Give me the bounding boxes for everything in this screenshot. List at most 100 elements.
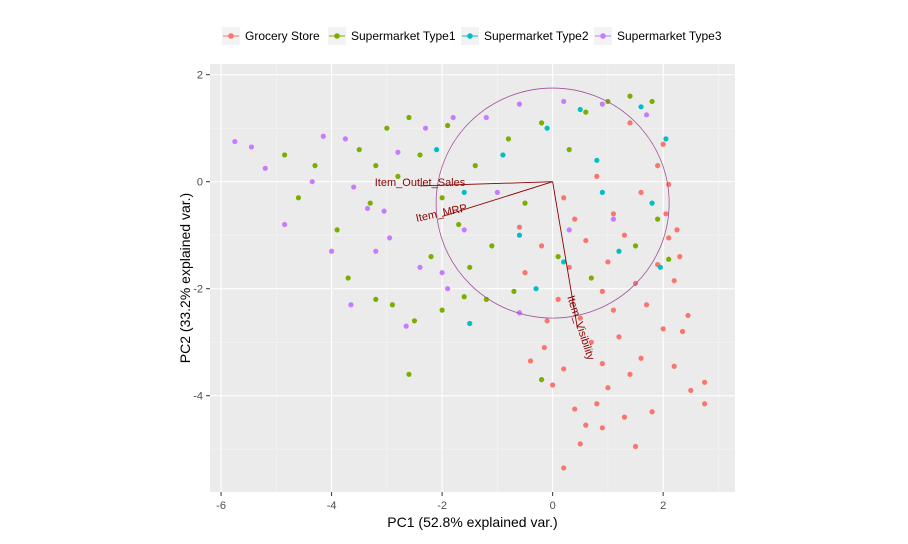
scatter-point <box>599 189 605 195</box>
scatter-point <box>232 138 238 145</box>
scatter-point <box>403 323 409 329</box>
scatter-point <box>295 195 302 201</box>
scatter-point <box>348 302 354 308</box>
scatter-point <box>610 211 617 217</box>
scatter-point <box>627 93 633 99</box>
scatter-point <box>572 406 578 412</box>
legend-key-point <box>467 33 473 39</box>
scatter-point <box>312 163 318 169</box>
scatter-point <box>406 371 412 377</box>
scatter-point <box>373 296 379 302</box>
legend-key-point <box>334 33 340 39</box>
scatter-point <box>638 355 644 361</box>
scatter-point <box>433 147 440 153</box>
scatter-point <box>566 264 572 270</box>
scatter-point <box>566 227 572 233</box>
scatter-point <box>262 165 268 171</box>
x-tick-label: -4 <box>327 500 337 512</box>
scatter-point <box>649 98 655 105</box>
scatter-point <box>610 307 617 313</box>
scatter-point <box>550 382 556 388</box>
scatter-point <box>282 221 288 228</box>
scatter-point <box>417 152 423 158</box>
scatter-point <box>516 232 523 238</box>
scatter-point <box>461 294 467 300</box>
scatter-point <box>638 104 644 110</box>
scatter-point <box>616 334 622 340</box>
scatter-point <box>555 296 561 302</box>
scatter-point <box>439 307 445 313</box>
scatter-point <box>599 361 605 367</box>
scatter-point <box>657 264 663 270</box>
scatter-point <box>544 125 550 131</box>
scatter-point <box>588 339 594 345</box>
scatter-point <box>561 465 567 471</box>
scatter-point <box>282 152 288 158</box>
scatter-point <box>555 254 561 260</box>
major-gridlines <box>210 64 735 492</box>
scatter-point <box>663 136 669 142</box>
scatter-point <box>666 181 672 187</box>
legend-label: Grocery Store <box>245 29 320 43</box>
scatter-point <box>489 243 495 249</box>
scatter-point <box>373 248 379 254</box>
scatter-point <box>632 443 639 450</box>
scatter-point <box>456 221 462 228</box>
scatter-point <box>599 425 605 431</box>
series-supermarket-type2 <box>433 104 669 327</box>
legend: Grocery Store Supermarket Type1 Supermarke… <box>222 27 722 45</box>
scatter-point <box>422 125 429 131</box>
x-tick-label: -6 <box>216 500 226 512</box>
loading-arrow <box>441 181 553 217</box>
scatter-point <box>702 401 708 407</box>
scatter-point <box>467 264 473 270</box>
scatter-point <box>445 122 451 129</box>
scatter-point <box>679 328 686 335</box>
scatter-point <box>599 101 605 107</box>
scatter-point <box>588 275 594 281</box>
scatter-point <box>373 163 379 169</box>
x-tick-label: -2 <box>437 500 447 512</box>
scatter-point <box>467 320 473 327</box>
scatter-point <box>632 243 639 249</box>
scatter-point <box>643 112 650 118</box>
scatter-point <box>577 441 583 447</box>
scatter-point <box>538 377 545 383</box>
minor-gridlines <box>210 64 735 492</box>
scatter-point <box>522 270 528 276</box>
scatter-point <box>621 414 628 420</box>
scatter-point <box>577 106 583 113</box>
scatter-point <box>649 200 655 206</box>
scatter-point <box>677 254 683 260</box>
scatter-point <box>627 371 633 377</box>
scatter-point <box>309 179 315 185</box>
legend-key-point <box>228 33 234 39</box>
scatter-point <box>616 248 622 254</box>
scatter-point <box>671 363 677 369</box>
y-tick-label: -2 <box>193 284 203 296</box>
scatter-point <box>248 144 255 150</box>
scatter-point <box>516 224 523 230</box>
scatter-point <box>643 302 650 308</box>
scatter-point <box>500 152 506 158</box>
legend-label: Supermarket Type2 <box>484 29 589 43</box>
scatter-point <box>660 141 666 147</box>
y-tick-label: 0 <box>197 177 203 189</box>
scatter-point <box>688 387 694 393</box>
legend-item: Grocery Store <box>222 27 320 45</box>
scatter-point <box>328 248 335 254</box>
legend-label: Supermarket Type1 <box>351 29 456 43</box>
scatter-point <box>655 163 661 169</box>
legend-label: Supermarket Type3 <box>617 29 722 43</box>
scatter-point <box>671 278 677 284</box>
scatter-point <box>461 227 467 233</box>
scatter-point <box>356 147 362 153</box>
scatter-point <box>342 136 348 142</box>
scatter-point <box>605 385 611 391</box>
scatter-point <box>381 208 387 214</box>
series-grocery-store <box>516 120 708 471</box>
scatter-point <box>649 409 655 415</box>
scatter-point <box>439 270 445 276</box>
